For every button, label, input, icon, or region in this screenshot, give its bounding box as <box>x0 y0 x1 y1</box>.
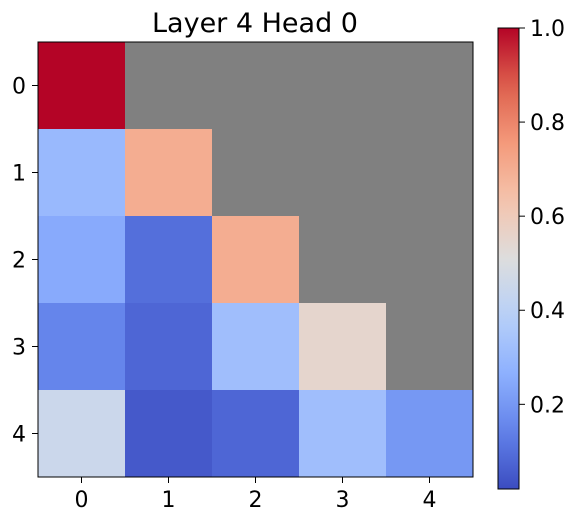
heatmap-cell <box>212 42 300 130</box>
chart-title: Layer 4 Head 0 <box>152 8 358 39</box>
y-tick-label: 3 <box>12 336 26 361</box>
colorbar-tick-label: 0.4 <box>530 299 565 324</box>
heatmap-cell <box>299 42 387 130</box>
colorbar-tick-label: 0.8 <box>530 111 565 136</box>
heatmap-cell <box>125 216 213 304</box>
x-tick-label: 2 <box>249 488 263 513</box>
colorbar-tick-label: 0.2 <box>530 393 565 418</box>
heatmap-cell <box>212 129 300 217</box>
y-tick-label: 0 <box>12 75 26 100</box>
heatmap-cell <box>38 129 126 217</box>
heatmap-cell <box>386 390 474 478</box>
heatmap-cell <box>299 390 387 478</box>
heatmap-cell <box>38 216 126 304</box>
heatmap-cell <box>38 42 126 130</box>
x-tick-label: 1 <box>162 488 176 513</box>
heatmap-cell <box>299 303 387 391</box>
heatmap-cell <box>386 303 474 391</box>
heatmap-cell <box>125 129 213 217</box>
y-axis-ticks: 0 1 2 3 4 <box>12 75 38 448</box>
x-tick-label: 0 <box>75 488 89 513</box>
heatmap-cell <box>212 303 300 391</box>
heatmap-cell <box>38 303 126 391</box>
x-axis-ticks: 0 1 2 3 4 <box>75 477 437 513</box>
heatmap-cell <box>299 129 387 217</box>
colorbar-tick-label: 1.0 <box>530 17 565 42</box>
heatmap-cell <box>386 129 474 217</box>
y-tick-label: 1 <box>12 162 26 187</box>
x-tick-label: 3 <box>336 488 350 513</box>
heatmap-cell <box>125 303 213 391</box>
colorbar-tick-label: 0.6 <box>530 205 565 230</box>
heatmap-cell <box>125 390 213 478</box>
y-tick-label: 4 <box>12 423 26 448</box>
heatmap-cell <box>212 390 300 478</box>
heatmap-cells <box>38 42 474 478</box>
colorbar-ticks: 0.2 0.4 0.6 0.8 1.0 <box>519 17 565 418</box>
heatmap-cell <box>212 216 300 304</box>
heatmap-cell <box>299 216 387 304</box>
heatmap-cell <box>125 42 213 130</box>
heatmap-cell <box>38 390 126 478</box>
y-tick-label: 2 <box>12 249 26 274</box>
heatmap-cell <box>386 42 474 130</box>
heatmap-cell <box>386 216 474 304</box>
colorbar <box>497 27 520 490</box>
x-tick-label: 4 <box>423 488 437 513</box>
